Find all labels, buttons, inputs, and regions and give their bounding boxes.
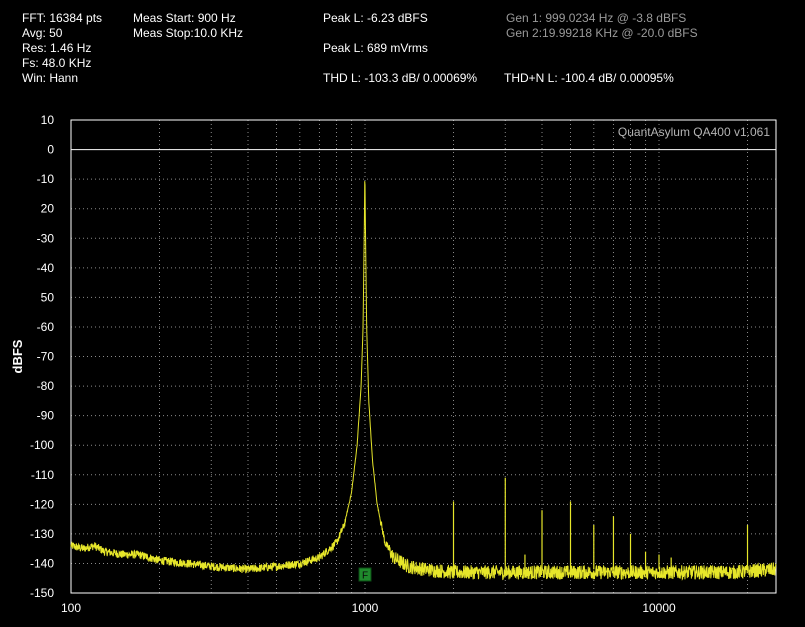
thd-label: THD L: -103.3 dB/ 0.00069% [323, 71, 478, 85]
watermark-label: QuantAsylum QA400 v1.061 [618, 125, 770, 139]
y-tick-label: -10 [37, 172, 55, 186]
y-tick-label: -30 [37, 231, 55, 245]
y-tick-label: -150 [30, 586, 54, 600]
y-tick-label: -90 [37, 409, 55, 423]
sample-rate-label: Fs: 48.0 KHz [22, 56, 92, 70]
meas-stop-label: Meas Stop:10.0 KHz [133, 26, 244, 40]
y-tick-label: -130 [30, 527, 54, 541]
y-tick-label: -110 [31, 468, 54, 482]
y-tick-label: -120 [30, 497, 54, 511]
spectrum-trace [70, 181, 777, 581]
y-tick-label: 0 [47, 143, 54, 157]
meas-start-label: Meas Start: 900 Hz [133, 11, 236, 25]
y-tick-label: -140 [30, 556, 54, 570]
averages-label: Avg: 50 [22, 26, 63, 40]
plot-frame [70, 119, 777, 594]
peak-mvrms-label: Peak L: 689 mVrms [323, 41, 428, 55]
x-tick-label: 100 [61, 601, 81, 615]
y-tick-label: -40 [37, 261, 55, 275]
y-tick-label: 10 [41, 113, 55, 127]
y-tick-label: -70 [37, 350, 55, 364]
thdn-label: THD+N L: -100.4 dB/ 0.00095% [504, 71, 674, 85]
fundamental-marker-label: F [362, 571, 368, 582]
y-tick-label: -100 [30, 438, 54, 452]
y-axis-label: dBFS [10, 339, 25, 373]
y-tick-label: -80 [37, 379, 55, 393]
x-tick-label: 10000 [642, 601, 676, 615]
fundamental-marker [358, 567, 372, 582]
y-tick-label: 50 [41, 290, 55, 304]
peak-dbfs-label: Peak L: -6.23 dBFS [323, 11, 428, 25]
generator-2-label: Gen 2:19.99218 KHz @ -20.0 dBFS [506, 26, 698, 40]
y-tick-label: 20 [41, 202, 55, 216]
resolution-label: Res: 1.46 Hz [22, 41, 92, 55]
generator-1-label: Gen 1: 999.0234 Hz @ -3.8 dBFS [506, 11, 687, 25]
window-label: Win: Hann [22, 71, 79, 85]
y-tick-label: -60 [37, 320, 55, 334]
fft-size-label: FFT: 16384 pts [22, 11, 103, 25]
x-tick-label: 1000 [352, 601, 379, 615]
